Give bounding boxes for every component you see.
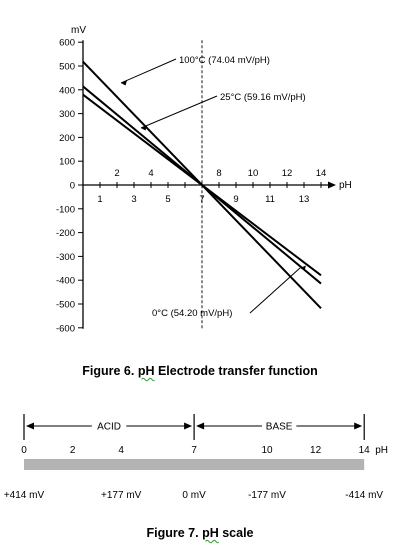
x-tick-label-odd: 1 <box>97 194 102 205</box>
caption-ph-word: pH <box>202 526 219 540</box>
y-tick-label: -300 <box>56 252 75 263</box>
mv-label: -177 mV <box>248 490 286 501</box>
x-tick-label-even: 10 <box>248 168 259 179</box>
y-tick-label: 200 <box>59 133 75 144</box>
series-label-arrowhead <box>121 80 127 86</box>
acid-label: ACID <box>97 422 121 433</box>
arrowhead <box>354 422 363 430</box>
series-label-0: 100°C (74.04 mV/pH) <box>179 55 270 66</box>
ph-scale-unit-label: pH <box>375 445 388 456</box>
caption-ph-word: pH <box>137 364 155 378</box>
chart-axes: mV 600 500 400 300 200 100 0 -100 -200 -300 -400 -50… <box>56 25 352 334</box>
x-tick-label-odd: 3 <box>131 194 136 205</box>
mv-label: +177 mV <box>101 490 142 501</box>
arrowhead <box>26 422 34 430</box>
series-line-2 <box>82 93 322 277</box>
y-unit-label: mV <box>71 25 86 36</box>
ph-scale-tick-label: 14 <box>359 445 371 456</box>
chart-series-lines <box>82 60 322 310</box>
figure-7-caption: Figure 7. pH scale <box>0 526 400 540</box>
series-label-pointer <box>140 95 218 129</box>
arrowhead <box>184 422 193 430</box>
y-tick-label: 100 <box>59 157 75 168</box>
ph-scale-tick-label: 0 <box>21 445 27 456</box>
x-tick-label-even: 4 <box>148 168 153 179</box>
chart-series-labels: 100°C (74.04 mV/pH) 25°C (59.16 mV/pH) 0°C… <box>120 55 306 319</box>
x-tick-label-even: 8 <box>216 168 221 179</box>
y-tick-label: 300 <box>59 109 75 120</box>
mv-label: 0 mV <box>182 490 206 501</box>
ph-scale: ACID BASE 0 2 4 7 10 12 14 pH +414 mV +177 mV 0 mV -1… <box>4 414 388 501</box>
x-tick-label-odd: 5 <box>165 194 170 205</box>
x-tick-label-odd: 13 <box>299 194 310 205</box>
y-tick-label: 0 <box>70 181 75 192</box>
y-tick-label: 600 <box>59 38 75 49</box>
ph-scale-tick-label: 10 <box>261 445 273 456</box>
series-label-pointer <box>249 267 301 314</box>
y-tick-label: -200 <box>56 228 75 239</box>
y-tick-label: -400 <box>56 276 75 287</box>
ph-transfer-chart: mV 600 500 400 300 200 100 0 -100 -200 -300 -400 -50… <box>56 25 352 334</box>
y-tick-label: -600 <box>56 323 75 334</box>
ph-scale-tick-label: 4 <box>118 445 124 456</box>
arrowhead <box>196 422 205 430</box>
ph-scale-tick-label: 7 <box>191 445 197 456</box>
x-tick-label-odd: 7 <box>199 194 204 205</box>
series-label-1: 25°C (59.16 mV/pH) <box>220 92 306 103</box>
ph-scale-tick-label: 2 <box>70 445 76 456</box>
x-tick-label-odd: 11 <box>265 194 275 205</box>
series-label-arrowhead <box>141 125 147 131</box>
x-tick-label-even: 14 <box>316 168 327 179</box>
ph-scale-tick-label: 12 <box>310 445 322 456</box>
base-label: BASE <box>266 422 293 433</box>
x-tick-label-odd: 9 <box>233 194 238 205</box>
x-tick-label-even: 12 <box>282 168 293 179</box>
x-unit-label: pH <box>339 180 352 191</box>
x-tick-label-even: 2 <box>114 168 119 179</box>
y-tick-label: 400 <box>59 85 75 96</box>
ph-scale-diagram: ACID BASE 0 2 4 7 10 12 14 pH +414 mV +177 mV 0 mV -1… <box>4 414 388 501</box>
caption-rest: Electrode transfer function <box>154 364 318 378</box>
x-axis-arrow <box>328 181 336 189</box>
y-tick-label: 500 <box>59 62 75 73</box>
series-label-2: 0°C (54.20 mV/pH) <box>152 308 232 319</box>
mv-label: -414 mV <box>345 490 383 501</box>
series-label-arrowhead <box>300 265 306 271</box>
mv-label: +414 mV <box>4 490 45 501</box>
y-tick-label: -500 <box>56 300 75 311</box>
caption-prefix: Figure 6. <box>82 364 138 378</box>
ph-scale-bar <box>24 459 365 470</box>
figure-6-caption: Figure 6. pH Electrode transfer function <box>0 364 400 378</box>
y-tick-label: -100 <box>56 204 75 215</box>
caption-rest: scale <box>218 526 254 540</box>
series-label-pointer <box>120 58 177 84</box>
caption-prefix: Figure 7. <box>146 526 203 540</box>
